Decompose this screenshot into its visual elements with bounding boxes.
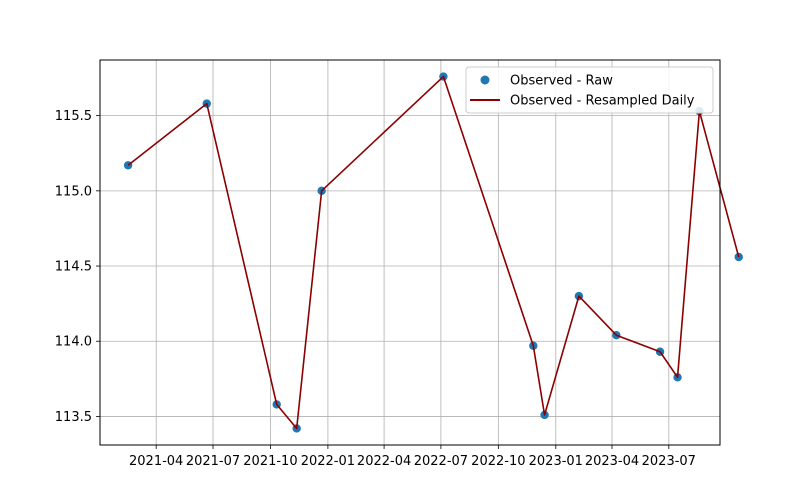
x-tick-label: 2021-07: [186, 454, 240, 469]
series-layer: [123, 72, 743, 433]
y-tick-label: 113.5: [55, 410, 92, 425]
legend-box: [465, 66, 714, 114]
legend-marker-raw: [480, 75, 490, 85]
x-tick-label: 2021-04: [129, 454, 183, 469]
y-tick-label: 114.5: [55, 260, 92, 275]
x-tick-label: 2022-04: [357, 454, 411, 469]
x-tick-label: 2021-10: [243, 454, 297, 469]
grid: [100, 60, 720, 445]
resampled-series-line: [127, 75, 740, 430]
y-tick-label: 114.0: [55, 335, 92, 350]
y-tick-label: 115.5: [55, 109, 92, 124]
legend-entry-label: Observed - Raw: [510, 74, 613, 89]
x-tick-label: 2022-01: [301, 454, 355, 469]
x-tick-label: 2022-07: [414, 454, 468, 469]
x-tick-label: 2022-10: [471, 454, 525, 469]
legend-entry-label: Observed - Resampled Daily: [510, 94, 695, 109]
raw-data-point: [734, 252, 743, 262]
y-tick-label: 115.0: [55, 184, 92, 199]
axes: 2021-04 2021-07 2021-10 2022-01 2022-04 2022-…: [55, 109, 696, 469]
legend: Observed - Raw Observed - Resampled Daily: [465, 66, 714, 114]
x-tick-label: 2023-04: [585, 454, 639, 469]
plot-area-frame: [99, 59, 721, 446]
x-tick-label: 2023-01: [529, 454, 583, 469]
x-tick-label: 2023-07: [642, 454, 696, 469]
